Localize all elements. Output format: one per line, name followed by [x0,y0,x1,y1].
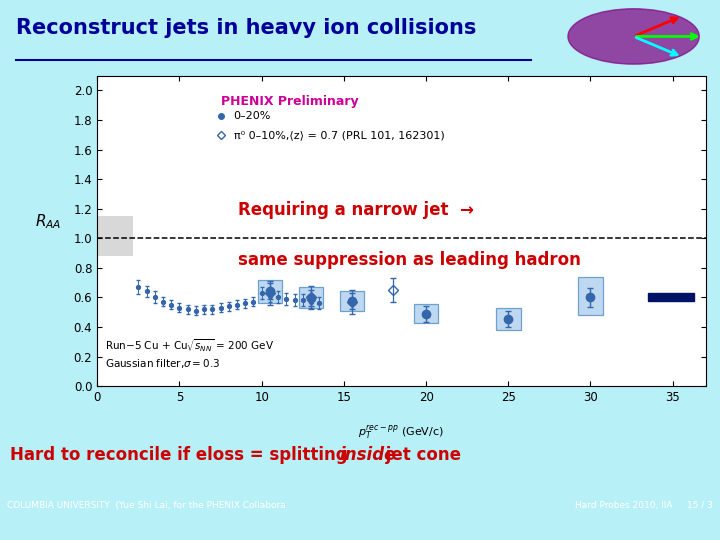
Bar [578,276,603,315]
Circle shape [568,9,699,64]
Text: Hard to reconcile if eloss = splitting: Hard to reconcile if eloss = splitting [10,446,354,464]
Bar [340,292,364,310]
Text: Gaussian filter,$\sigma = 0.3$: Gaussian filter,$\sigma = 0.3$ [105,357,221,370]
Text: Run$-$5 Cu + Cu$\sqrt{s_{NN}}$ = 200 GeV: Run$-$5 Cu + Cu$\sqrt{s_{NN}}$ = 200 GeV [105,338,274,354]
Text: Hard Probes 2010, IIA     15 / 3: Hard Probes 2010, IIA 15 / 3 [575,501,713,510]
Text: $p_T^{rec-pp}$ (GeV/c): $p_T^{rec-pp}$ (GeV/c) [359,423,444,441]
Text: Requiring a narrow jet  →: Requiring a narrow jet → [238,201,474,219]
Text: PHENIX Preliminary: PHENIX Preliminary [220,95,358,108]
Text: Reconstruct jets in heavy ion collisions: Reconstruct jets in heavy ion collisions [17,18,477,38]
Text: same suppression as leading hadron: same suppression as leading hadron [238,251,581,269]
Text: π⁰ 0–10%,⟨z⟩ = 0.7 (PRL 101, 162301): π⁰ 0–10%,⟨z⟩ = 0.7 (PRL 101, 162301) [234,130,444,140]
Bar [299,287,323,308]
Bar [496,308,521,330]
Bar [97,216,133,256]
Text: inside: inside [340,446,396,464]
Text: COLUMBIA UNIVERSITY  (Yue Shi Lai, for the PHENIX Collabora: COLUMBIA UNIVERSITY (Yue Shi Lai, for th… [7,501,286,510]
Y-axis label: $R_{AA}$: $R_{AA}$ [35,212,62,231]
Text: 0–20%: 0–20% [234,111,271,120]
Bar [648,293,694,301]
Text: jet cone: jet cone [380,446,461,464]
Bar [258,280,282,302]
Bar [414,304,438,322]
